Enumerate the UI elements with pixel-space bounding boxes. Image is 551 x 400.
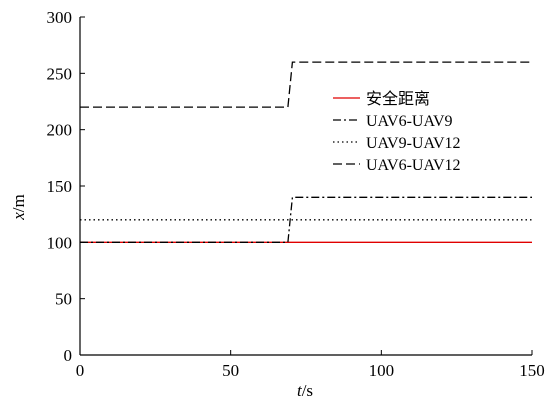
x-tick-label: 0 (76, 361, 85, 380)
x-tick-label: 50 (222, 361, 239, 380)
y-tick-label: 300 (47, 8, 73, 27)
y-tick-label: 250 (47, 64, 73, 83)
series-line-2 (80, 196, 532, 243)
x-axis-title: t/s (297, 381, 313, 400)
plot-area (80, 61, 532, 243)
y-tick-label: 0 (64, 346, 73, 365)
y-tick-label: 100 (47, 233, 73, 252)
y-tick-label: 200 (47, 121, 73, 140)
y-tick-label: 150 (47, 177, 73, 196)
x-tick-label: 150 (519, 361, 545, 380)
axes: 0 50 100 150 200 250 300 0 50 100 150 (47, 8, 545, 380)
legend-label-2: UAV6-UAV9 (366, 113, 453, 130)
y-tick-label: 50 (55, 290, 72, 309)
legend-label-1: 安全距离 (366, 90, 430, 108)
legend: 安全距离 UAV6-UAV9 UAV9-UAV12 UAV6-UAV12 (333, 90, 461, 174)
x-tick-label: 100 (369, 361, 395, 380)
legend-label-4: UAV6-UAV12 (366, 157, 461, 174)
legend-label-3: UAV9-UAV12 (366, 135, 461, 152)
series-line-4 (80, 61, 532, 108)
y-axis-title: x/m (9, 194, 28, 221)
